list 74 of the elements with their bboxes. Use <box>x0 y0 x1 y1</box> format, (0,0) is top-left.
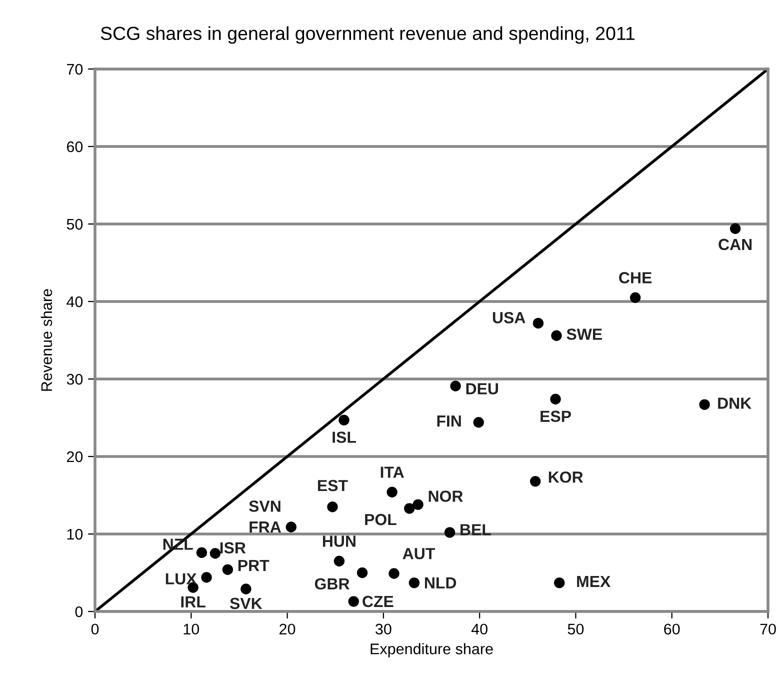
annotation: DEU <box>466 383 498 394</box>
annotation: CZE <box>362 596 394 608</box>
y-tick-label: 70 <box>66 64 83 75</box>
annotation: FIN <box>437 416 461 427</box>
annotation: AUT <box>402 548 435 560</box>
x-tick-label: 40 <box>471 624 488 635</box>
y-tick-label: 30 <box>66 374 83 385</box>
point <box>699 399 710 410</box>
point <box>630 292 641 303</box>
point <box>334 556 345 566</box>
point <box>240 584 252 594</box>
annotation: DNK <box>718 398 752 409</box>
x-tick-label: 0 <box>91 624 99 635</box>
point <box>530 476 541 487</box>
annotation: GBR <box>314 578 350 590</box>
point <box>327 502 338 512</box>
point <box>550 394 561 405</box>
annotation: NOR <box>428 490 463 502</box>
point <box>196 547 208 558</box>
point <box>532 318 544 329</box>
annotation: ESP <box>540 410 571 422</box>
y-axis-title: Revenue share <box>40 289 52 391</box>
annotation: ISL <box>332 432 356 443</box>
point <box>551 330 562 341</box>
point <box>386 486 398 498</box>
y-tick-label: 0 <box>75 606 83 618</box>
chart-title: SCG shares in general government revenue and spending, 2011 <box>100 26 635 44</box>
point <box>201 572 212 583</box>
annotation: NLD <box>424 577 456 588</box>
x-tick-label: 50 <box>568 624 584 635</box>
point <box>404 503 415 514</box>
point <box>210 548 221 559</box>
annotation: ITA <box>380 466 404 478</box>
point <box>450 380 461 392</box>
annotation: CHE <box>619 272 652 284</box>
annotation: POL <box>365 514 396 526</box>
x-tick-label: 60 <box>664 624 680 635</box>
point <box>356 567 368 578</box>
x-tick-label: 70 <box>760 624 776 635</box>
annotation: USA <box>492 312 526 324</box>
annotation: CAN <box>718 238 752 250</box>
y-tick-label: 20 <box>66 451 83 462</box>
annotation: HUN <box>322 536 356 547</box>
annotation: MEX <box>577 576 611 587</box>
annotation: SVK <box>230 598 262 610</box>
point <box>412 499 424 510</box>
point <box>222 564 234 576</box>
point <box>286 522 296 532</box>
y-tick-label: 60 <box>66 141 83 152</box>
annotation: SWE <box>566 328 602 340</box>
y-tick-label: 50 <box>66 218 83 230</box>
annotation: EST <box>318 480 348 492</box>
annotation: SVN <box>249 500 280 512</box>
annotation: ISR <box>220 542 246 554</box>
annotation: FRA <box>250 522 281 533</box>
point <box>444 527 456 538</box>
annotation: IRL <box>181 596 206 608</box>
x-tick-label: 20 <box>280 624 296 635</box>
point <box>473 417 484 428</box>
annotation: KOR <box>548 472 583 483</box>
point <box>730 223 741 234</box>
point <box>348 596 359 607</box>
x-tick-label: 10 <box>184 624 200 635</box>
y-tick-label: 40 <box>66 296 83 308</box>
point <box>388 568 400 579</box>
x-tick-label: 30 <box>376 624 392 635</box>
y-tick-label: 10 <box>67 528 83 540</box>
annotation: LUX <box>166 573 197 584</box>
point <box>554 577 565 588</box>
annotation: BEL <box>460 524 491 536</box>
x-axis-title: Expenditure share <box>370 643 493 658</box>
point <box>338 414 350 426</box>
annotation: PRT <box>238 560 270 572</box>
point <box>408 577 420 588</box>
